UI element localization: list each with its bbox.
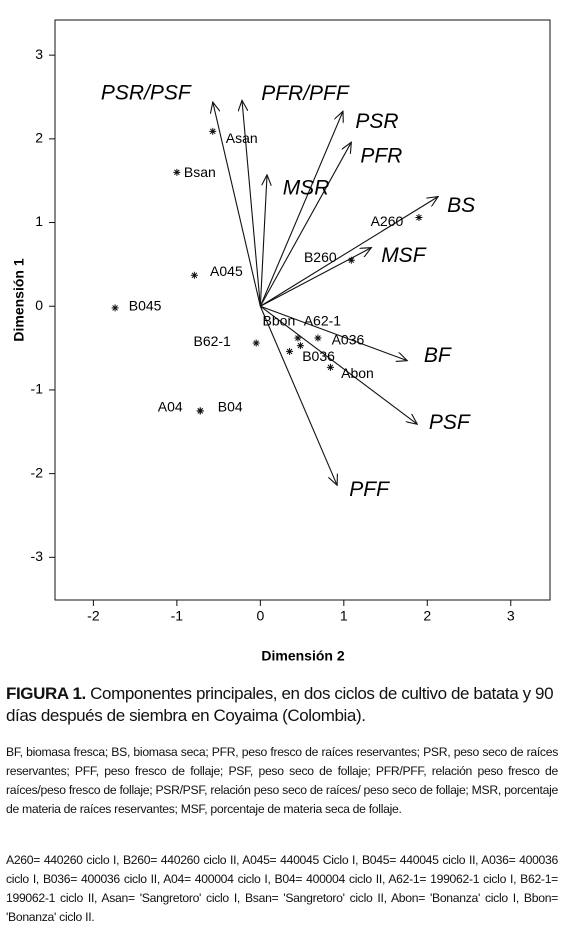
x-axis-label: Dimensión 2 [261, 648, 344, 664]
loading-vector [242, 100, 261, 307]
y-axis-label: Dimensión 1 [11, 258, 27, 341]
point [294, 334, 302, 342]
loading-vector [259, 142, 351, 307]
point-label: B260 [304, 249, 337, 265]
vector-label: PSF [429, 411, 471, 434]
point-label: B62-1 [193, 333, 231, 349]
point-label: Abon [341, 365, 374, 381]
note: A260= 440260 ciclo I, B260= 440260 ciclo… [6, 853, 558, 924]
x-tick-label: 2 [423, 608, 431, 624]
point [209, 127, 217, 135]
y-tick-label: -1 [31, 381, 44, 397]
point-label: B045 [129, 298, 162, 314]
point [173, 168, 181, 176]
vector-label: BF [424, 344, 452, 367]
vector-label: PSR/PSF [101, 82, 192, 105]
point [296, 342, 304, 350]
point-label: A260 [371, 213, 404, 229]
chart: Dimensión 1 Dimensión 2 -2 -1 0 1 2 3 -3 -2 -1 0 1… [11, 19, 551, 664]
point-label: B036 [302, 348, 335, 364]
vector-label: PFR [360, 145, 402, 168]
y-tick-label: 3 [35, 46, 43, 62]
plot-frame [54, 19, 551, 601]
vector-label: BS [447, 194, 475, 217]
point [111, 304, 119, 312]
y-tick-label: 0 [35, 297, 43, 313]
vector-label: MSF [381, 244, 427, 267]
point [196, 407, 204, 415]
caption-text: Componentes principales, en dos ciclos d… [6, 684, 554, 725]
point [190, 271, 198, 279]
loading-vector [260, 305, 417, 424]
point-label: A045 [210, 263, 243, 279]
y-tick-label: 2 [35, 130, 43, 146]
point-label: A62-1 [304, 312, 342, 328]
loading-vector [260, 197, 438, 307]
loading-vector [259, 175, 267, 307]
loading-vector [260, 305, 407, 360]
point [314, 334, 322, 342]
y-tick-label: -2 [31, 464, 44, 480]
point [415, 214, 423, 222]
caption: FIGURA 1. Componentes principales, en do… [6, 683, 558, 727]
y-tick-label: 1 [35, 213, 43, 229]
loading-vector [213, 102, 261, 307]
loading-vector [259, 111, 343, 307]
point-label: Bbon [263, 313, 296, 329]
point [252, 339, 260, 347]
vector-label: PFR/PFF [261, 82, 350, 105]
x-tick-label: 1 [340, 608, 348, 624]
x-tick-label: 3 [507, 608, 515, 624]
note: BF, biomasa fresca; BS, biomasa seca; PF… [6, 745, 558, 816]
caption-label: FIGURA 1. [6, 684, 86, 703]
point [286, 347, 294, 355]
point [347, 256, 355, 264]
vector-label: PSR [355, 110, 398, 133]
point-label: Bsan [184, 164, 216, 180]
loading-vector [259, 306, 337, 485]
y-tick-label: -3 [31, 548, 44, 564]
x-tick-label: -2 [87, 608, 100, 624]
point-label: B04 [218, 399, 243, 415]
point-label: A036 [332, 332, 365, 348]
x-tick-label: 0 [256, 608, 264, 624]
vector-label: PFF [349, 478, 390, 501]
vector-label: MSR [283, 176, 330, 199]
point-label: Asan [226, 130, 258, 146]
loading-vector [260, 248, 371, 307]
point [326, 363, 334, 371]
x-tick-label: -1 [171, 608, 184, 624]
point-label: A04 [158, 399, 183, 415]
